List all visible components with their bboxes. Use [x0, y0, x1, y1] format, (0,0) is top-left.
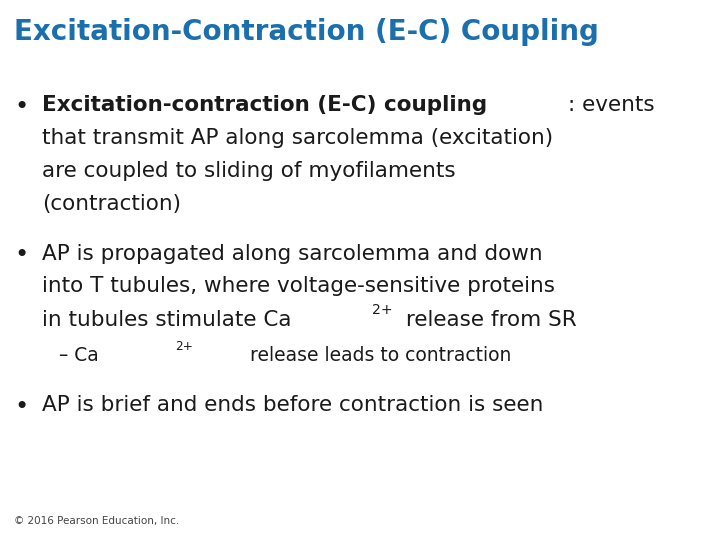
Text: into T tubules, where voltage-sensitive proteins: into T tubules, where voltage-sensitive …	[42, 276, 555, 296]
Text: are coupled to sliding of myofilaments: are coupled to sliding of myofilaments	[42, 161, 456, 181]
Text: © 2016 Pearson Education, Inc.: © 2016 Pearson Education, Inc.	[14, 516, 179, 526]
Text: 2+: 2+	[372, 302, 392, 316]
Text: •: •	[14, 395, 28, 419]
Text: in tubules stimulate Ca: in tubules stimulate Ca	[42, 309, 292, 329]
Text: •: •	[14, 244, 28, 267]
Text: •: •	[14, 95, 28, 119]
Text: release leads to contraction: release leads to contraction	[244, 346, 511, 365]
Text: AP is brief and ends before contraction is seen: AP is brief and ends before contraction …	[42, 395, 544, 415]
Text: Excitation-Contraction (E-C) Coupling: Excitation-Contraction (E-C) Coupling	[14, 18, 599, 46]
Text: (contraction): (contraction)	[42, 194, 181, 214]
Text: 2+: 2+	[176, 340, 194, 353]
Text: – Ca: – Ca	[59, 346, 99, 365]
Text: release from SR: release from SR	[399, 309, 577, 329]
Text: AP is propagated along sarcolemma and down: AP is propagated along sarcolemma and do…	[42, 244, 543, 264]
Text: that transmit AP along sarcolemma (excitation): that transmit AP along sarcolemma (excit…	[42, 128, 553, 148]
Text: : events: : events	[567, 95, 654, 115]
Text: Excitation-contraction (E-C) coupling: Excitation-contraction (E-C) coupling	[42, 95, 487, 115]
